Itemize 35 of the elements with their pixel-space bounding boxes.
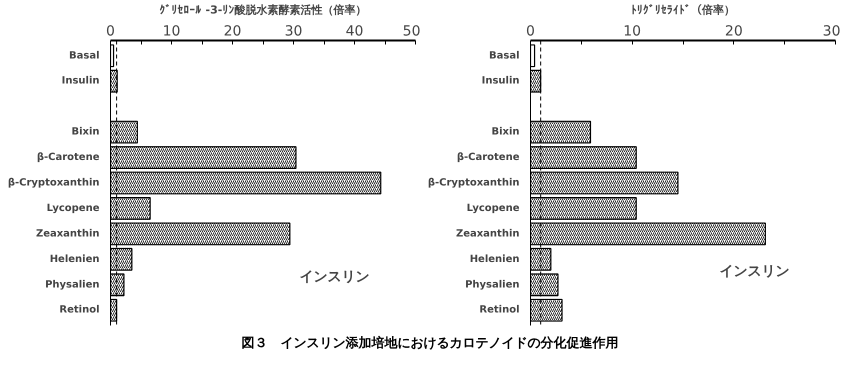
x-tick-label: 20 — [724, 24, 743, 40]
x-tick-label: 10 — [162, 24, 180, 40]
y-tick-label: β-Cryptoxanthin — [428, 178, 520, 188]
y-tick-label: Basal — [489, 50, 520, 62]
y-tick-label: Physalien — [45, 279, 100, 290]
x-tick-label: 30 — [284, 24, 302, 40]
y-tick-label: Retinol — [59, 304, 100, 316]
x-tick-label: 0 — [106, 24, 115, 40]
y-tick-label: β-Cryptoxanthin — [8, 178, 100, 188]
x-tick-label: 0 — [526, 24, 535, 40]
y-tick-label: Zeaxanthin — [456, 228, 520, 240]
x-axis-title: ﾄﾘｸﾞﾘｾﾗｲﾄﾞ（倍率） — [631, 4, 735, 16]
x-tick-label: 10 — [623, 24, 642, 40]
y-tick-label: Bixin — [71, 126, 100, 138]
y-tick-label: Physalien — [465, 279, 520, 290]
y-tick-label: Lycopene — [46, 202, 100, 214]
y-tick-label: Insulin — [482, 76, 520, 87]
y-tick-label: Retinol — [479, 304, 520, 316]
y-tick-label: Insulin — [62, 76, 100, 87]
y-tick-label: Lycopene — [466, 202, 520, 214]
y-tick-label: Zeaxanthin — [36, 228, 100, 240]
y-tick-label: β-Carotene — [456, 152, 520, 164]
y-tick-label: Basal — [69, 50, 100, 62]
y-tick-label: Helenien — [470, 254, 520, 265]
y-tick-label: β-Carotene — [36, 152, 100, 164]
annotation: インスリン — [720, 264, 790, 280]
x-tick-label: 30 — [822, 24, 841, 40]
x-tick-label: 40 — [346, 24, 364, 40]
annotation: インスリン — [300, 268, 370, 285]
x-axis-title: ｸﾞﾘｾﾛｰﾙ -3-ﾘﾝ酸脱水素酵素活性（倍率） — [160, 4, 366, 16]
caption: 図３ インスリン添加培地におけるカロテノイドの分化促進作用 — [242, 335, 618, 353]
x-tick-label: 50 — [402, 24, 421, 40]
y-tick-label: Bixin — [491, 126, 520, 138]
x-tick-label: 20 — [224, 24, 242, 40]
y-tick-label: Helenien — [50, 254, 100, 265]
